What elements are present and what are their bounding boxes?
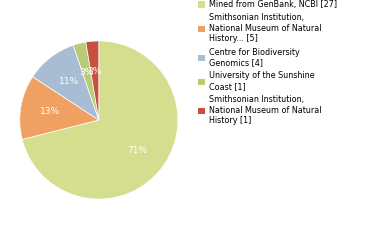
Legend: Mined from GenBank, NCBI [27], Smithsonian Institution,
National Museum of Natur: Mined from GenBank, NCBI [27], Smithsoni… <box>198 0 337 125</box>
Text: 13%: 13% <box>40 108 60 116</box>
Text: 3%: 3% <box>87 67 102 76</box>
Text: 3%: 3% <box>79 68 94 77</box>
Text: 11%: 11% <box>59 77 79 86</box>
Wedge shape <box>22 41 178 199</box>
Wedge shape <box>86 41 99 120</box>
Text: 71%: 71% <box>127 146 147 155</box>
Wedge shape <box>33 45 99 120</box>
Wedge shape <box>73 42 99 120</box>
Wedge shape <box>20 77 99 139</box>
